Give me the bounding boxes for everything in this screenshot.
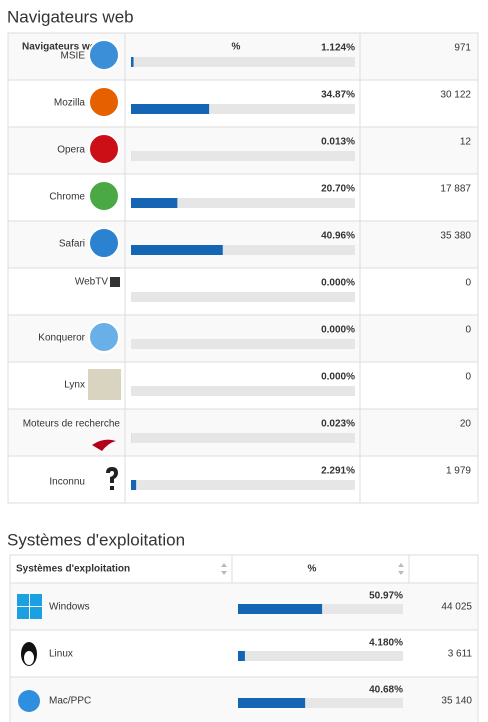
progress-bar	[131, 198, 178, 208]
progress-track	[131, 292, 355, 302]
sort-arrows	[398, 563, 404, 575]
row-background	[8, 409, 478, 456]
browser-icon	[92, 439, 116, 451]
browser-icon	[88, 180, 120, 212]
percent-label: 40.96%	[321, 231, 355, 242]
progress-track	[131, 104, 355, 114]
progress-track	[131, 245, 355, 255]
sort-arrows	[221, 563, 227, 575]
progress-track	[131, 480, 355, 490]
progress-bar	[131, 480, 137, 490]
percent-label: 0.023%	[321, 419, 355, 430]
percent-label: 50.97%	[369, 591, 403, 602]
browser-name: Opera	[57, 145, 85, 156]
row-background	[8, 221, 478, 268]
browser-name: Lynx	[64, 380, 85, 391]
browser-icon	[88, 133, 120, 165]
hits: 3 611	[448, 649, 473, 660]
os-icon	[18, 690, 40, 712]
browser-name: Safari	[59, 239, 85, 250]
progress-track	[131, 151, 355, 161]
table-border	[9, 554, 479, 722]
os-name: Windows	[49, 602, 90, 613]
column-header: %	[308, 564, 317, 575]
browser-name: MSIE	[61, 51, 86, 62]
row-background	[8, 315, 478, 362]
hits: 0	[465, 325, 471, 336]
hits: 971	[454, 43, 471, 54]
browser-icon	[88, 86, 120, 118]
column-header: Navigateurs web	[22, 42, 101, 53]
hits: 35 140	[441, 696, 472, 707]
percent-label: 0.000%	[321, 325, 355, 336]
browser-icon	[106, 467, 118, 490]
progress-track	[131, 198, 355, 208]
hits: 0	[465, 278, 471, 289]
progress-track	[131, 57, 355, 67]
column-header: Systèmes d'exploitation	[16, 564, 130, 575]
browser-icon	[88, 321, 120, 353]
progress-track	[131, 386, 355, 396]
percent-label: 0.013%	[321, 137, 355, 148]
progress-bar	[238, 604, 323, 614]
percent-label: 20.70%	[321, 184, 355, 195]
hits: 17 887	[440, 184, 471, 195]
progress-bar	[238, 698, 306, 708]
percent-label: 1.124%	[321, 43, 355, 54]
percent-label: 40.68%	[369, 685, 403, 696]
browser-name: WebTV	[75, 277, 108, 288]
browser-name: Moteurs de recherche	[23, 419, 121, 430]
os-icon	[17, 594, 29, 606]
percent-label: 0.000%	[321, 372, 355, 383]
hits: 0	[465, 372, 471, 383]
progress-track	[238, 651, 403, 661]
browser-name: Chrome	[49, 192, 85, 203]
row-background	[8, 33, 478, 80]
column-header: %	[232, 42, 241, 53]
browser-name: Mozilla	[54, 98, 86, 109]
progress-bar	[131, 104, 210, 114]
row-background	[8, 80, 478, 127]
percent-label: 4.180%	[369, 638, 403, 649]
progress-track	[238, 698, 403, 708]
row-background	[8, 174, 478, 221]
os-name: Linux	[49, 649, 73, 660]
row-background	[8, 127, 478, 174]
browser-icon	[88, 369, 121, 400]
os-icon	[30, 594, 42, 606]
table-border	[7, 32, 479, 504]
section-title: Navigateurs web	[7, 7, 134, 26]
hits: 1 979	[446, 466, 471, 477]
row-background	[8, 456, 478, 503]
percent-label: 34.87%	[321, 90, 355, 101]
percent-label: 2.291%	[321, 466, 355, 477]
section-title: Systèmes d'exploitation	[7, 530, 185, 549]
progress-track	[131, 339, 355, 349]
hits: 20	[460, 419, 472, 430]
os-name: Mac/PPC	[49, 696, 91, 707]
progress-bar	[238, 651, 245, 661]
hits: 12	[460, 137, 472, 148]
hits: 44 025	[441, 602, 472, 613]
browser-name: Konqueror	[38, 333, 85, 344]
os-icon	[24, 651, 34, 665]
progress-track	[131, 433, 355, 443]
percent-label: 0.000%	[321, 278, 355, 289]
hits: 35 380	[440, 231, 471, 242]
browser-name: Inconnu	[49, 477, 85, 488]
row-background	[8, 268, 478, 315]
os-icon	[30, 607, 42, 619]
os-icon	[17, 607, 29, 619]
row-background	[8, 362, 478, 409]
progress-bar	[131, 57, 134, 67]
browser-icon	[88, 39, 120, 71]
browser-icon	[110, 277, 120, 287]
browser-icon	[88, 227, 120, 259]
progress-bar	[131, 245, 223, 255]
hits: 30 122	[440, 90, 471, 101]
